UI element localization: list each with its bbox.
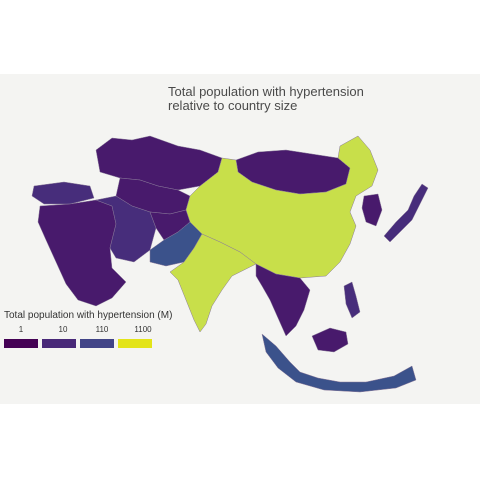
map-title-line-1: Total population with hypertension bbox=[168, 84, 364, 99]
region-malaysia bbox=[311, 327, 349, 353]
region-kazakhstan bbox=[95, 135, 223, 191]
legend-swatch bbox=[80, 339, 114, 348]
legend-label: 110 bbox=[95, 325, 109, 334]
legend-swatch bbox=[4, 339, 38, 348]
map-canvas bbox=[31, 135, 429, 393]
region-korea bbox=[361, 193, 383, 227]
legend-swatch bbox=[118, 339, 152, 348]
legend-label: 10 bbox=[58, 325, 68, 334]
region-indonesia bbox=[261, 333, 417, 393]
region-philippines bbox=[343, 281, 361, 319]
legend-label: 1100 bbox=[134, 325, 152, 334]
map-title-line-2: relative to country size bbox=[168, 98, 298, 113]
region-iran bbox=[95, 195, 157, 263]
legend-swatches bbox=[4, 339, 204, 348]
legend-labels: 1 10 110 1100 bbox=[4, 325, 204, 337]
region-turkey bbox=[31, 181, 95, 205]
map-title: Total population with hypertension relat… bbox=[168, 85, 364, 113]
region-india bbox=[169, 233, 257, 333]
legend-title: Total population with hypertension (M) bbox=[4, 310, 173, 321]
legend: Total population with hypertension (M) 1… bbox=[4, 310, 204, 348]
region-southeast-asia bbox=[255, 263, 311, 337]
legend-swatch bbox=[42, 339, 76, 348]
legend-label: 1 bbox=[18, 325, 24, 334]
region-japan bbox=[383, 183, 429, 243]
